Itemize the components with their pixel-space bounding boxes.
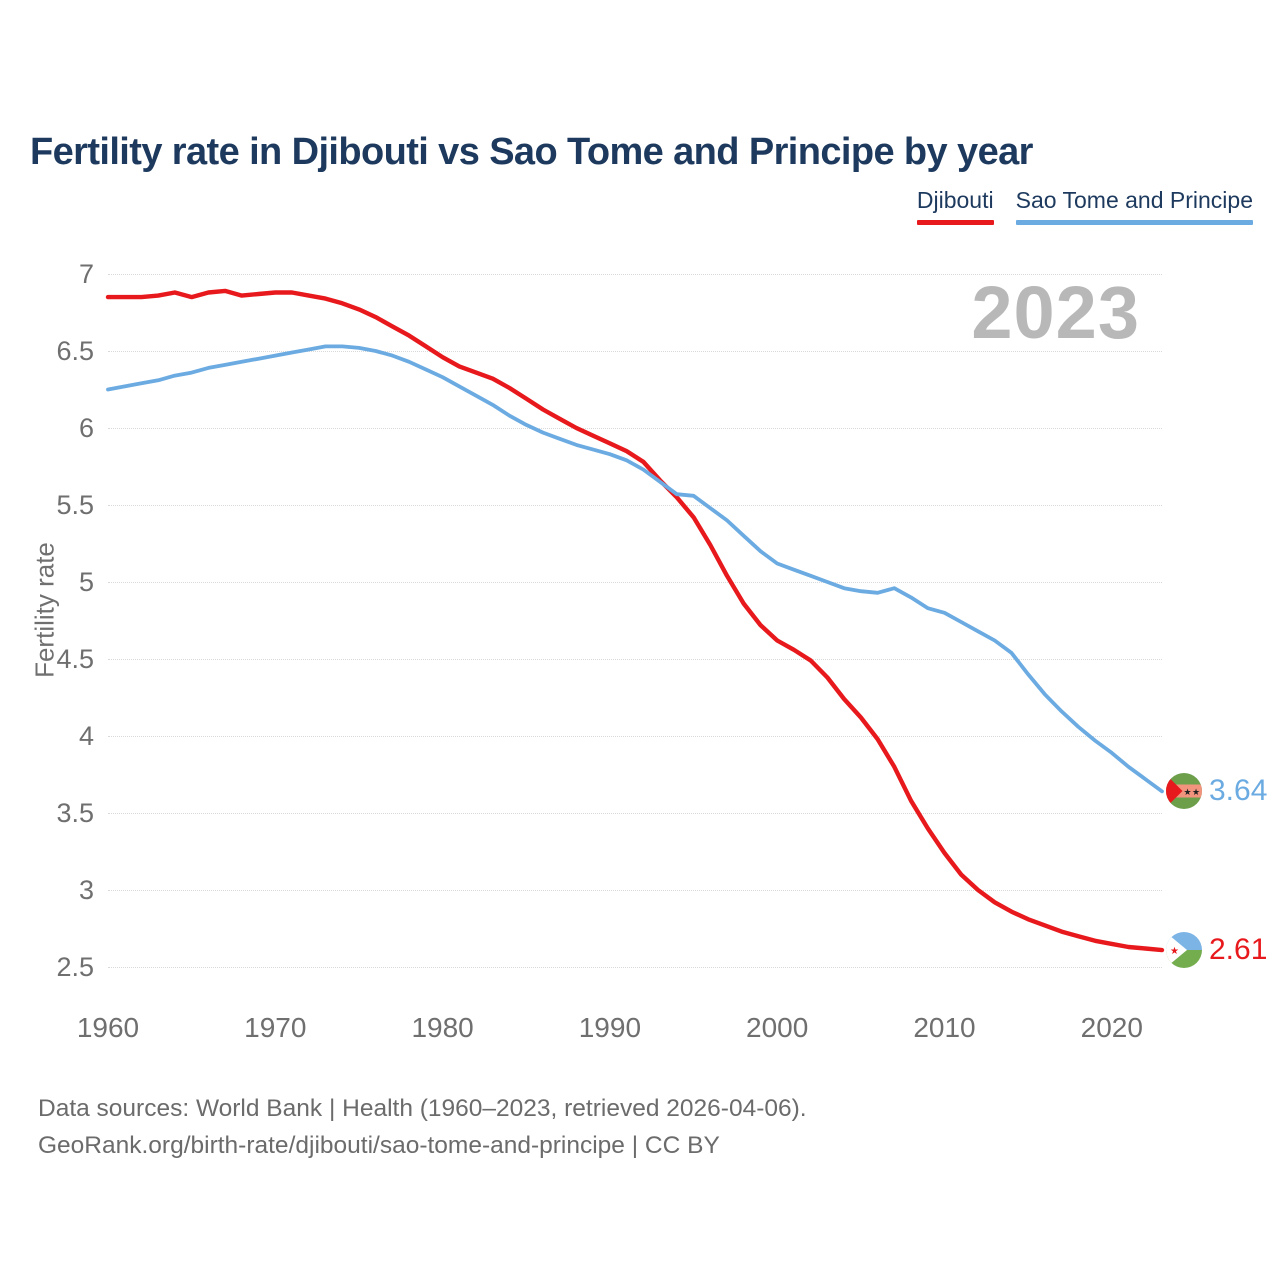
- y-tick-label-6.5: 6.5: [56, 336, 94, 366]
- gridline-5.5: [108, 505, 1162, 506]
- gridline-3: [108, 890, 1162, 891]
- end-value-djibouti: 2.61: [1209, 933, 1268, 967]
- y-tick-label-5.5: 5.5: [56, 490, 94, 520]
- gridline-3.5: [108, 813, 1162, 814]
- gridline-2.5: [108, 967, 1162, 968]
- x-tick-label-1960: 1960: [76, 1012, 140, 1043]
- sao-tome-and-principe-flag-icon: ★ ★: [1166, 773, 1202, 810]
- x-tick-label-2000: 2000: [746, 1012, 809, 1043]
- plot-area[interactable]: [105, 274, 1165, 968]
- y-tick-label-2.5: 2.5: [56, 952, 94, 982]
- y-tick-label-5: 5: [78, 567, 94, 597]
- x-tick-label-1970: 1970: [244, 1012, 307, 1043]
- legend-label-djibouti: Djibouti: [916, 187, 994, 213]
- source-url-line: GeoRank.org/birth-rate/djibouti/sao-tome…: [38, 1132, 720, 1159]
- y-tick-label-3: 3: [78, 875, 94, 905]
- series-line-sao-tome-and-principe[interactable]: [106, 344, 1164, 794]
- legend: Djibouti Sao Tome and Principe: [916, 187, 1253, 225]
- gridline-6.5: [108, 351, 1162, 352]
- page-title: Fertility rate in Djibouti vs Sao Tome a…: [30, 131, 1033, 174]
- gridline-4.5: [108, 659, 1162, 660]
- end-label-sao-tome-and-principe: ★ ★ 3.64: [1166, 773, 1268, 810]
- djibouti-flag-icon: ★: [1166, 932, 1202, 969]
- y-tick-label-4.5: 4.5: [56, 644, 94, 674]
- data-sources-line: Data sources: World Bank | Health (1960–…: [38, 1095, 807, 1122]
- legend-item-djibouti[interactable]: Djibouti: [916, 187, 994, 225]
- legend-color-bar-djibouti: [916, 220, 994, 225]
- x-tick-label-2020: 2020: [1080, 1012, 1143, 1043]
- gridline-5: [108, 582, 1162, 583]
- gridline-7: [108, 274, 1162, 275]
- attribution-footer: Data sources: World Bank | Health (1960–…: [38, 1090, 807, 1164]
- end-value-sao-tome-and-principe: 3.64: [1209, 774, 1268, 808]
- end-label-djibouti: ★ 2.61: [1166, 932, 1268, 969]
- gridline-6: [108, 428, 1162, 429]
- year-watermark: 2023: [971, 271, 1140, 354]
- legend-label-sao-tome-and-principe: Sao Tome and Principe: [1015, 187, 1253, 213]
- y-tick-label-4: 4: [78, 721, 94, 751]
- y-tick-label-6: 6: [78, 413, 94, 443]
- svg-text:★: ★: [1192, 787, 1200, 797]
- svg-text:★: ★: [1183, 787, 1191, 797]
- svg-text:★: ★: [1170, 946, 1179, 957]
- y-tick-label-7: 7: [78, 259, 94, 289]
- line-chart-canvas[interactable]: [105, 274, 1165, 967]
- y-tick-label-3.5: 3.5: [56, 798, 94, 828]
- legend-color-bar-sao-tome-and-principe: [1015, 220, 1253, 225]
- gridline-4: [108, 736, 1162, 737]
- series-line-djibouti[interactable]: [105, 288, 1165, 953]
- x-tick-label-1990: 1990: [578, 1012, 642, 1043]
- legend-item-sao-tome-and-principe[interactable]: Sao Tome and Principe: [1015, 187, 1253, 225]
- x-tick-label-1980: 1980: [411, 1012, 474, 1043]
- x-tick-label-2010: 2010: [913, 1012, 976, 1043]
